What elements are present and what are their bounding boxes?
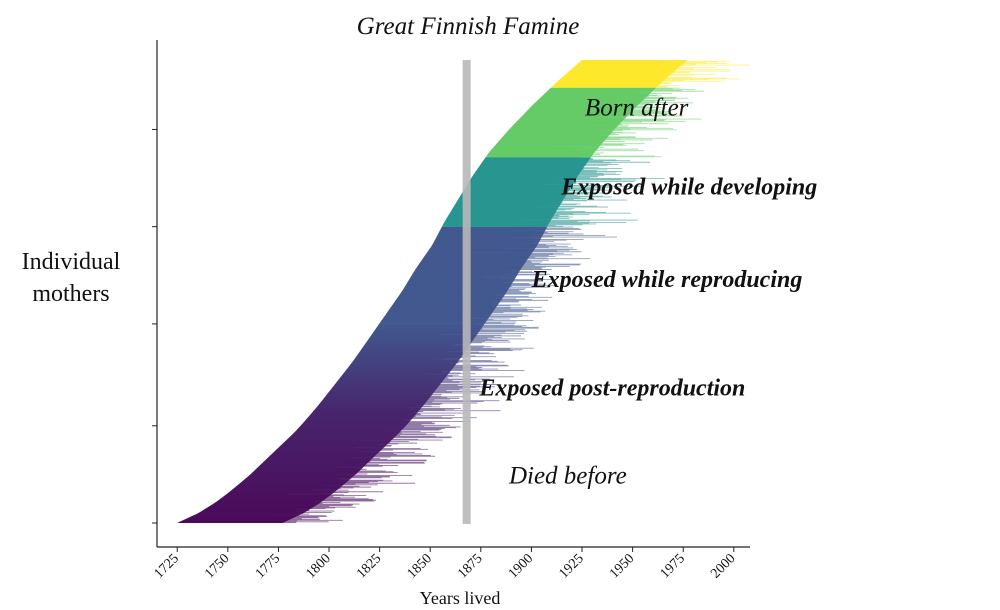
y-axis-label-line-1: Individual xyxy=(21,249,121,275)
x-tick-label: 1800 xyxy=(303,551,333,581)
series-label: Exposed post-reproduction xyxy=(478,376,745,402)
famine-marker xyxy=(462,60,471,524)
y-axis-label: Individual mothers xyxy=(8,246,134,310)
series-label: Exposed while reproducing xyxy=(531,267,803,293)
x-tick-label: 1900 xyxy=(506,551,536,581)
x-tick-label: 1825 xyxy=(354,551,384,581)
x-tick-label: 1925 xyxy=(556,551,586,581)
chart-title: Great Finnish Famine xyxy=(357,13,580,40)
series-label: Died before xyxy=(508,463,627,490)
chart-marks xyxy=(177,60,688,524)
x-tick-label: 1875 xyxy=(455,551,485,581)
x-tick-label: 1975 xyxy=(658,551,688,581)
series-band xyxy=(485,87,657,158)
series-band xyxy=(442,157,591,227)
x-tick-label: 1750 xyxy=(202,551,232,581)
series-labels: Died before Exposed post-reproduction Expo… xyxy=(478,95,817,490)
series-band xyxy=(550,60,688,88)
series-band xyxy=(177,323,485,523)
y-axis-label-line-2: mothers xyxy=(32,281,110,307)
x-tick-label: 1850 xyxy=(405,551,435,581)
x-tick-label: 1775 xyxy=(253,551,283,581)
x-tick-label: 1725 xyxy=(152,551,182,581)
x-tick-label: 1950 xyxy=(607,551,637,581)
series-label: Born after xyxy=(585,95,689,122)
series-label: Exposed while developing xyxy=(560,174,817,200)
x-tick-label: 2000 xyxy=(708,551,738,581)
x-axis-label: Years lived xyxy=(420,588,501,608)
